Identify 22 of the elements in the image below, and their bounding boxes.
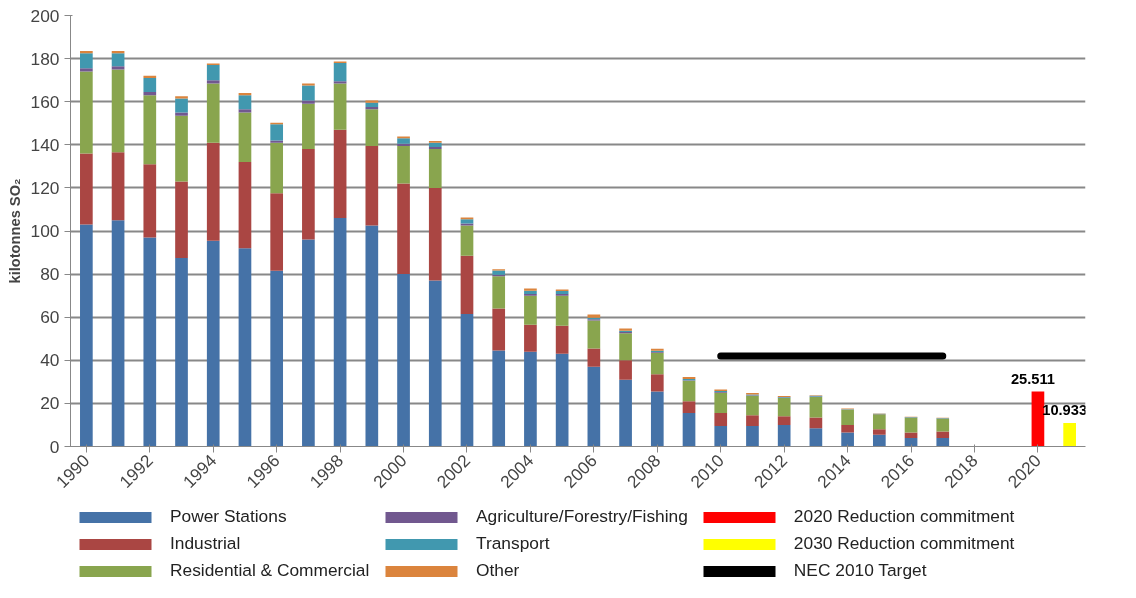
y-tick-label: 140	[30, 134, 60, 155]
y-tick-label: 20	[40, 393, 60, 414]
legend-label: 2030 Reduction commitment	[793, 533, 1015, 554]
y-tick-label: 160	[30, 91, 60, 112]
legend-label: Industrial	[170, 533, 242, 554]
y-tick-label: 40	[40, 350, 60, 371]
legend-label: Residential & Commercial	[170, 560, 370, 581]
y-tick-label: 0	[49, 436, 60, 457]
y-tick-label: 120	[30, 177, 60, 198]
y-tick-label: 180	[30, 48, 60, 69]
y-axis-title: kilotonnes SO₂	[6, 178, 23, 284]
y-tick-label: 100	[30, 221, 60, 241]
legend-label: Transport	[476, 533, 551, 554]
y-tick-label: 80	[40, 264, 60, 285]
legend-label: 2020 Reduction commitment	[793, 506, 1015, 527]
data-label: 25.511	[1010, 370, 1055, 387]
legend-label: Other	[476, 560, 521, 581]
legend-label: Power Stations	[170, 506, 288, 527]
legend-label: NEC 2010 Target	[793, 560, 928, 581]
y-tick-label: 200	[30, 5, 60, 26]
legend-label: Agriculture/Forestry/Fishing	[476, 506, 688, 527]
y-tick-label: 60	[40, 307, 60, 328]
